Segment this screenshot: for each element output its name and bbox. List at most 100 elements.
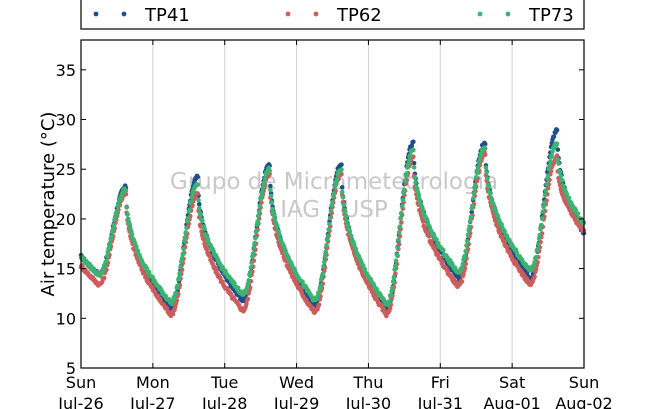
data-point [460, 261, 466, 267]
data-point [176, 275, 182, 281]
data-point [274, 223, 280, 229]
data-point [459, 265, 465, 271]
data-point [568, 207, 573, 213]
data-point [473, 174, 479, 180]
data-point [170, 311, 176, 317]
data-point [537, 232, 543, 238]
data-point [180, 251, 186, 257]
data-point [393, 271, 398, 276]
data-point [342, 209, 348, 215]
data-point [268, 193, 274, 199]
data-point [246, 278, 251, 283]
data-point [178, 264, 183, 270]
data-point [198, 212, 204, 218]
data-point [189, 194, 195, 200]
data-point [547, 163, 552, 168]
data-point [235, 285, 241, 291]
data-point [566, 195, 572, 201]
data-point [395, 245, 400, 251]
data-point [318, 277, 324, 283]
data-point [387, 299, 392, 304]
data-point [429, 238, 434, 244]
data-point [470, 196, 476, 201]
data-point [548, 159, 553, 164]
data-point [399, 220, 404, 225]
data-point [339, 185, 345, 190]
data-point [316, 302, 322, 308]
data-point [134, 244, 139, 250]
data-point [107, 240, 113, 245]
data-point [532, 259, 537, 265]
data-point [491, 201, 496, 207]
data-point [205, 237, 211, 243]
data-point [347, 229, 353, 234]
data-point [110, 226, 116, 231]
data-point [179, 255, 185, 261]
data-point [324, 243, 329, 248]
data-point [330, 199, 335, 205]
data-point [196, 197, 201, 203]
legend-item-tp41: TP41 [93, 5, 190, 26]
data-point [557, 170, 563, 175]
legend-label-tp73: TP73 [528, 5, 574, 26]
data-point [482, 146, 488, 151]
data-point [256, 209, 262, 214]
x-axis: Sun Jul-26 Mon Jul-27 Tue Jul-28 Wed Jul-29 Thu J… [57, 40, 613, 409]
legend-marker-tp73 [505, 11, 511, 17]
legend-marker-tp73 [477, 11, 483, 17]
legend-label-tp62: TP62 [336, 5, 382, 26]
data-point [504, 244, 510, 250]
data-point [321, 264, 326, 269]
data-point [393, 258, 399, 263]
data-point [105, 250, 111, 255]
y-tick-label: 15 [56, 260, 76, 279]
x-tick-label: Wed [279, 373, 314, 392]
data-point [468, 214, 474, 220]
data-point [551, 134, 557, 139]
data-point [459, 279, 465, 284]
data-point [253, 235, 258, 241]
data-point [539, 222, 544, 228]
data-points [78, 127, 587, 319]
data-point [544, 181, 549, 187]
data-point [124, 205, 129, 210]
data-point [196, 205, 202, 211]
data-point [564, 191, 570, 197]
data-point [339, 189, 345, 195]
data-point [391, 275, 397, 280]
data-point [463, 248, 469, 254]
data-point [533, 266, 539, 272]
data-point [412, 175, 418, 180]
data-point [247, 270, 253, 275]
data-point [184, 225, 189, 231]
data-point [402, 178, 408, 184]
data-point [196, 201, 202, 207]
data-point [195, 182, 201, 187]
data-point [339, 167, 344, 172]
x-tick-label: Sat [499, 373, 525, 392]
data-point [472, 186, 478, 192]
data-point [462, 253, 468, 259]
data-point [249, 260, 254, 265]
data-point [470, 203, 475, 209]
x-tick-label: Thu [352, 373, 383, 392]
data-point [556, 161, 561, 166]
data-point [420, 208, 426, 213]
data-point [277, 232, 282, 237]
data-point [558, 174, 564, 179]
data-point [549, 153, 555, 158]
data-point [146, 269, 152, 275]
data-point [114, 209, 120, 214]
data-point [540, 209, 546, 214]
data-point [464, 238, 470, 244]
data-point [467, 218, 473, 224]
data-point [541, 204, 546, 210]
data-point [262, 175, 268, 181]
data-point [411, 165, 417, 170]
data-point [420, 219, 426, 224]
data-point [554, 141, 560, 147]
data-point [546, 166, 552, 172]
data-point [185, 216, 191, 221]
data-point [348, 233, 354, 239]
data-point [269, 200, 275, 205]
